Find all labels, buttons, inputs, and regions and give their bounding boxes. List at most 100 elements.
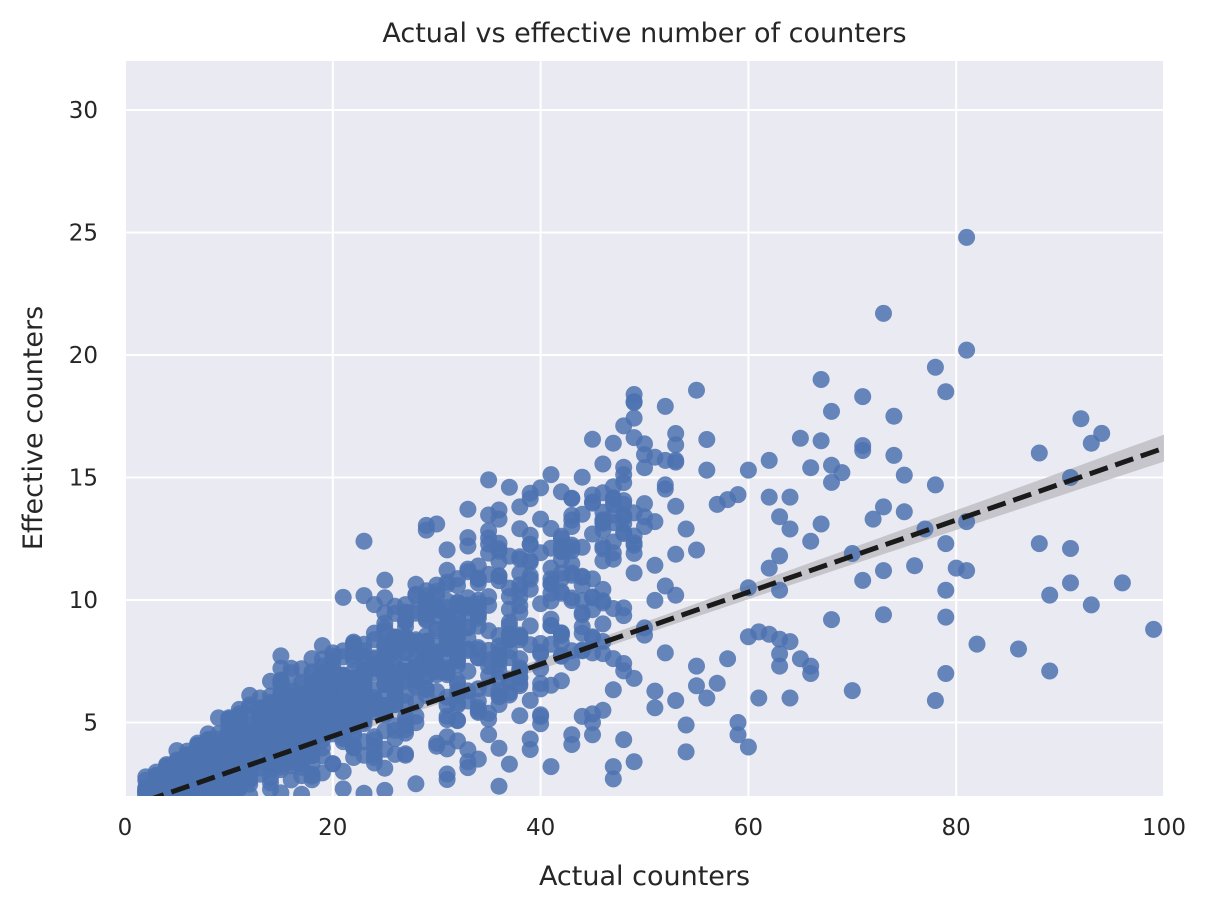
data-point — [1062, 540, 1079, 557]
data-point — [563, 489, 581, 507]
data-point — [293, 660, 311, 678]
data-point — [178, 758, 196, 776]
data-point — [293, 689, 311, 707]
data-point — [937, 608, 955, 626]
x-tick-label: 60 — [734, 815, 763, 841]
data-point — [469, 703, 487, 721]
data-point — [168, 742, 186, 760]
data-point — [646, 591, 664, 609]
data-point — [875, 304, 892, 322]
data-point — [771, 581, 789, 599]
x-tick-labels: 0 20 40 60 80 100 — [118, 815, 1186, 841]
data-point — [500, 478, 518, 496]
data-point — [812, 432, 830, 450]
y-tick-label: 15 — [69, 466, 98, 492]
data-point — [739, 461, 757, 479]
data-point — [625, 753, 643, 771]
data-point — [615, 731, 633, 749]
data-point — [1072, 410, 1090, 428]
data-point — [386, 604, 404, 622]
data-point — [771, 547, 789, 565]
data-point — [885, 407, 903, 425]
data-point — [417, 610, 435, 628]
y-tick-label: 10 — [69, 588, 98, 614]
data-point — [511, 548, 529, 566]
data-point — [521, 535, 539, 553]
data-point — [968, 635, 986, 653]
data-point — [667, 425, 685, 442]
data-point — [760, 488, 778, 506]
data-point — [449, 675, 466, 693]
data-point — [719, 650, 737, 668]
data-point — [625, 564, 643, 582]
data-point — [480, 471, 498, 489]
data-point — [428, 515, 446, 533]
data-point — [604, 434, 622, 452]
x-tick-label: 40 — [526, 815, 555, 841]
data-point — [812, 371, 830, 388]
data-point — [895, 466, 913, 484]
data-point — [542, 758, 560, 776]
data-point — [500, 686, 518, 704]
data-point — [802, 532, 820, 550]
data-point — [1030, 535, 1048, 553]
data-point — [854, 442, 872, 459]
data-point — [688, 381, 705, 399]
data-point — [345, 710, 363, 728]
data-point — [397, 746, 414, 764]
data-point — [542, 466, 560, 484]
data-point — [449, 696, 466, 714]
data-point — [490, 739, 508, 757]
data-point — [230, 748, 248, 766]
data-point — [1041, 586, 1059, 604]
data-point — [584, 493, 601, 511]
data-point — [625, 669, 643, 687]
data-point — [573, 624, 591, 642]
data-point — [947, 559, 965, 577]
data-point — [906, 557, 924, 575]
data-point — [781, 520, 799, 538]
data-point — [636, 459, 653, 477]
data-point — [469, 617, 487, 635]
x-tick-label: 20 — [318, 815, 347, 841]
data-point — [958, 341, 976, 359]
data-point — [552, 550, 570, 568]
data-point — [365, 596, 383, 614]
data-point — [532, 680, 550, 698]
data-point — [823, 473, 840, 491]
data-point — [262, 695, 279, 713]
data-point — [604, 758, 622, 776]
data-point — [667, 451, 685, 469]
data-point — [542, 575, 560, 593]
data-point — [365, 728, 383, 746]
data-point — [417, 647, 435, 665]
data-point — [688, 541, 705, 559]
data-point — [875, 562, 892, 580]
data-point — [875, 498, 892, 516]
data-point — [615, 599, 633, 617]
data-point — [376, 781, 394, 796]
data-point — [812, 515, 830, 533]
data-point — [417, 666, 435, 684]
data-point — [937, 581, 955, 599]
data-point — [656, 476, 674, 494]
data-point — [854, 388, 872, 406]
data-point — [365, 624, 383, 642]
data-point — [386, 641, 404, 658]
data-point — [417, 633, 435, 651]
data-point — [376, 571, 394, 589]
data-point — [1145, 620, 1163, 638]
data-point — [636, 435, 653, 453]
data-point — [625, 536, 643, 554]
data-point — [937, 535, 955, 553]
data-point — [293, 673, 311, 691]
data-point — [698, 689, 716, 707]
data-point — [781, 633, 799, 651]
data-point — [438, 607, 456, 625]
data-point — [604, 478, 622, 496]
data-point — [791, 650, 809, 668]
data-point — [355, 784, 373, 796]
x-tick-label: 80 — [942, 815, 971, 841]
data-point — [521, 484, 539, 502]
data-point — [646, 513, 664, 531]
